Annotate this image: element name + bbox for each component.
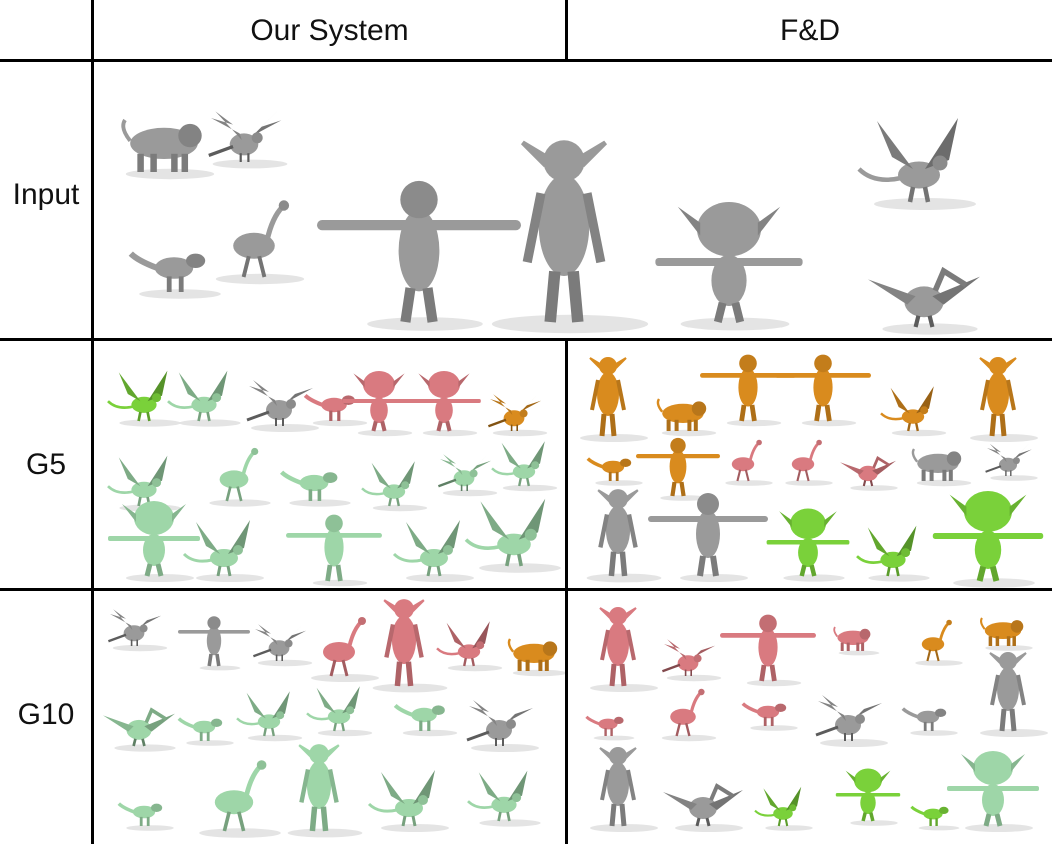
bird-model: [487, 394, 542, 431]
goblin-model: [108, 501, 200, 577]
dragon-model: [182, 520, 250, 577]
bird-model: [208, 111, 282, 162]
dragon-model: [467, 770, 528, 822]
dragon-model: [491, 441, 545, 487]
trex-model: [585, 715, 624, 736]
row-label-g5: G5: [25, 448, 67, 481]
horizontal-line-header: [0, 59, 1052, 62]
elf-model: [589, 357, 627, 437]
trex-model: [586, 457, 632, 481]
goblin-model: [835, 768, 901, 822]
dragon-model: [107, 455, 168, 507]
dragon-model: [236, 691, 290, 737]
column-header-ours: Our System: [250, 14, 409, 47]
alien-model: [286, 514, 382, 582]
alien-model: [775, 354, 871, 422]
alien-model: [720, 614, 816, 682]
ostrich-model: [323, 617, 366, 677]
elf-model: [383, 599, 425, 687]
panel-g5-ours: [94, 341, 565, 588]
trex-model: [177, 717, 223, 741]
ostrich-model: [670, 688, 705, 737]
panel-g5-fd: [568, 341, 1052, 588]
pelican-model: [868, 266, 980, 328]
bird-model: [661, 639, 716, 676]
goblin-model: [932, 491, 1044, 582]
lion-model: [507, 638, 558, 671]
bird-model: [107, 609, 162, 646]
horizontal-line-input: [0, 338, 1052, 341]
panel-input: [94, 62, 1052, 338]
lion-model: [833, 626, 871, 651]
goblin-model: [655, 202, 803, 323]
trex-model: [910, 805, 949, 826]
vertical-line-left: [91, 0, 94, 844]
dragon-model: [857, 118, 958, 203]
bird-model: [252, 624, 307, 661]
trex-model: [393, 703, 445, 731]
alien-model: [648, 493, 768, 577]
elf-model: [599, 747, 637, 827]
alien-model: [178, 616, 250, 667]
bird-model: [466, 700, 533, 746]
trex-model: [128, 251, 206, 292]
dragon-model: [464, 498, 546, 567]
goblin-model: [342, 371, 416, 432]
dragon-model: [367, 770, 435, 827]
pelican-model: [663, 783, 743, 827]
panel-g10-fd: [568, 591, 1052, 844]
bird-model: [437, 454, 492, 491]
pelican-model: [840, 455, 896, 487]
dragon-model: [107, 370, 168, 422]
lion-model: [980, 617, 1024, 646]
bird-model: [985, 443, 1032, 476]
dragon-model: [361, 461, 415, 507]
goblin-model: [407, 371, 481, 432]
lion-model: [121, 118, 202, 172]
dragon-model: [392, 520, 460, 577]
ostrich-model: [731, 439, 762, 482]
dragon-model: [436, 621, 490, 667]
dragon-model: [167, 370, 228, 422]
dragon-model: [856, 525, 917, 577]
alien-model: [317, 180, 521, 323]
elf-model: [520, 140, 608, 323]
elf-model: [597, 489, 639, 577]
dragon-model: [754, 786, 802, 827]
trex-model: [741, 702, 787, 726]
lion-model: [656, 398, 707, 431]
vertical-line-middle-top: [565, 0, 568, 62]
ostrich-model: [214, 760, 267, 832]
dragon-model: [306, 686, 360, 732]
row-label-g10: G10: [17, 698, 75, 731]
column-header-fd: F&D: [780, 14, 840, 47]
bird-model: [246, 380, 313, 426]
horizontal-line-g5: [0, 588, 1052, 591]
elf-model: [298, 744, 340, 832]
trex-model: [901, 707, 947, 731]
row-label-input: Input: [12, 178, 80, 211]
goblin-model: [766, 508, 850, 577]
pelican-model: [103, 707, 175, 747]
lion-model: [911, 448, 962, 481]
alien-model: [700, 354, 796, 422]
elf-model: [599, 607, 637, 687]
trex-model: [280, 470, 338, 501]
ostrich-model: [921, 619, 952, 662]
bird-model: [815, 695, 882, 741]
goblin-model: [947, 751, 1039, 827]
alien-model: [636, 437, 720, 497]
ostrich-model: [791, 439, 822, 482]
elf-model: [989, 652, 1027, 732]
vertical-line-middle-bottom: [565, 340, 568, 844]
dragon-model: [880, 386, 934, 432]
panel-g10-ours: [94, 591, 565, 844]
elf-model: [979, 357, 1017, 437]
ostrich-model: [219, 447, 259, 502]
trex-model: [117, 802, 163, 826]
ostrich-model: [233, 200, 290, 278]
